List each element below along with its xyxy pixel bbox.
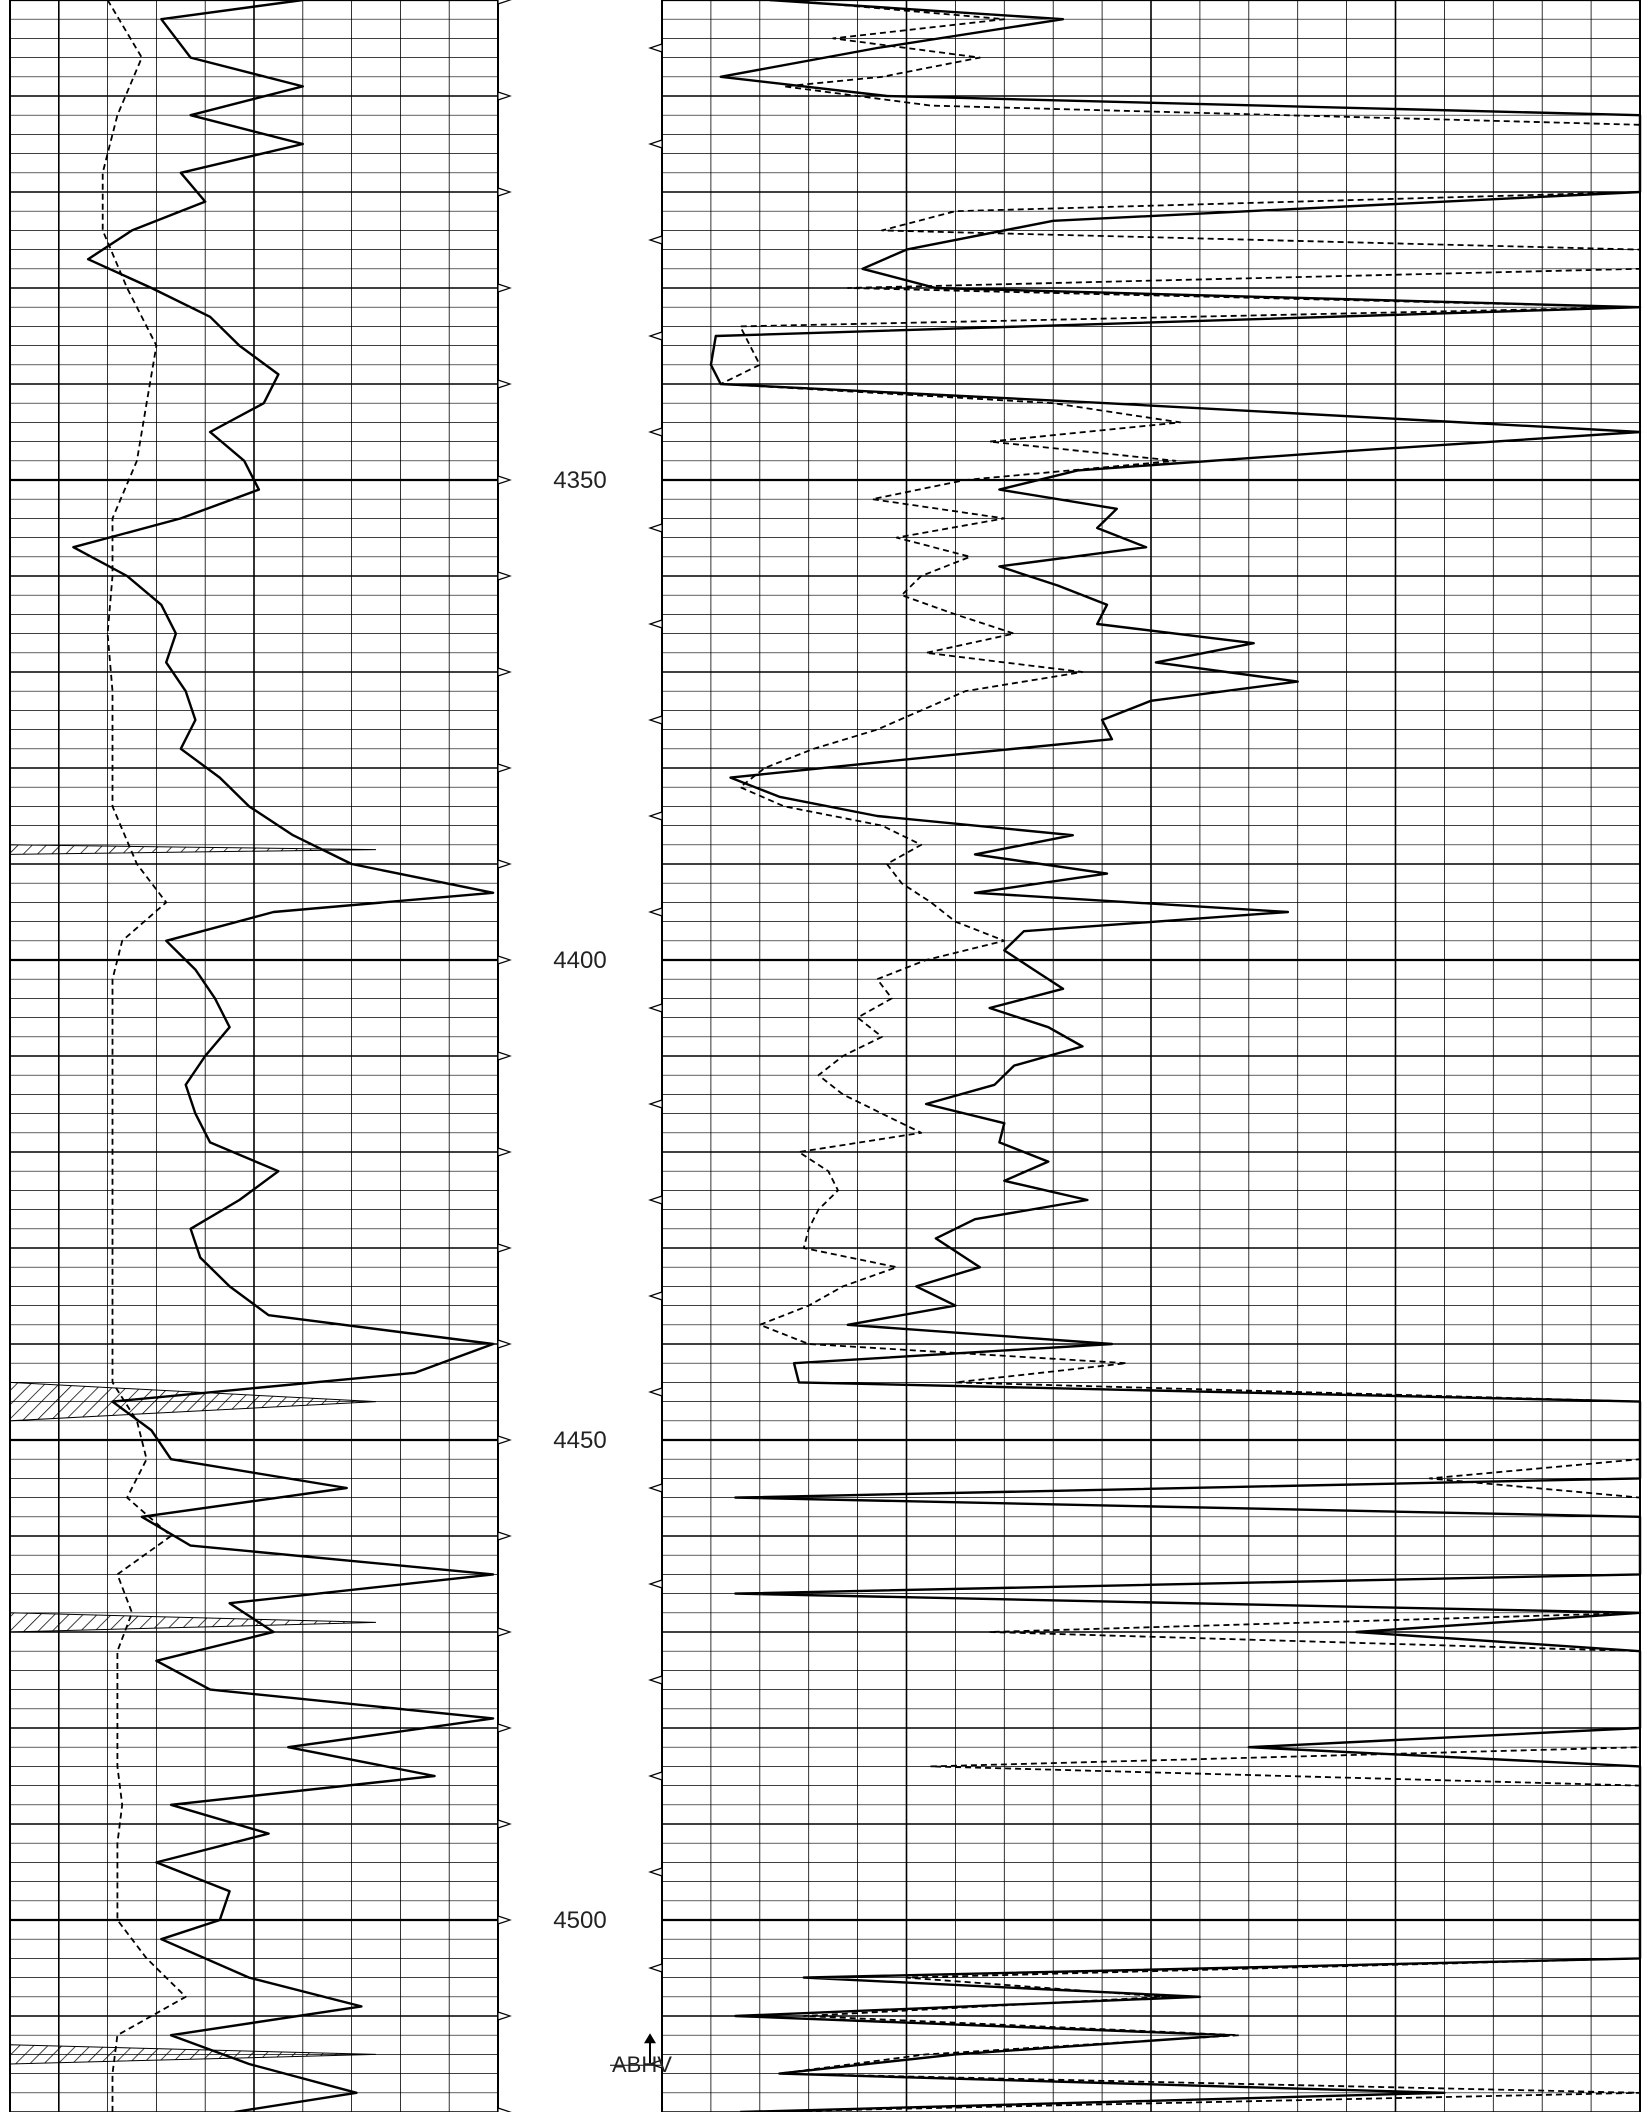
shaded-interval (9, 2044, 377, 2065)
left-track-dashed-curve (101, 0, 187, 2112)
log-curves (72, 0, 1642, 2112)
depth-tick-marker (497, 283, 512, 293)
annotation-arrowhead (644, 2033, 656, 2044)
depth-tick-marker (497, 1243, 512, 1253)
depth-tick-marker (648, 907, 663, 917)
depth-tick-marker (648, 43, 663, 53)
depth-tick-marker (497, 667, 512, 677)
annotations: ABHV (610, 2033, 672, 2077)
depth-tick-marker (497, 571, 512, 581)
depth-tick-marker (497, 475, 512, 485)
shaded-interval (9, 1381, 377, 1422)
depth-tick-marker (648, 1003, 663, 1013)
shaded-interval (9, 844, 377, 855)
depth-tick-marker (497, 379, 512, 389)
right-track-solid-curve (709, 0, 1642, 2112)
depth-tick-marker (648, 1867, 663, 1877)
depth-tick-marker (648, 619, 663, 629)
depth-tick-marker (497, 91, 512, 101)
depth-tick-marker (648, 523, 663, 533)
depth-tick-marker (648, 1771, 663, 1781)
depth-tick-marker (497, 763, 512, 773)
depth-tick-markers (497, 0, 663, 2112)
depth-tick-marker (497, 1723, 512, 1733)
depth-tick-marker (648, 1387, 663, 1397)
depth-tick-marker (497, 1435, 512, 1445)
depth-tick-marker (648, 811, 663, 821)
depth-tick-marker (648, 235, 663, 245)
depth-tick-marker (648, 1963, 663, 1973)
right-track-grid (661, 0, 1641, 2112)
depth-tick-marker (497, 955, 512, 965)
depth-tick-marker (497, 1147, 512, 1157)
depth-tick-marker (497, 1915, 512, 1925)
depth-tick-marker (497, 2011, 512, 2021)
depth-tick-marker (648, 1195, 663, 1205)
depth-tick-marker (648, 1099, 663, 1109)
depth-label: 4400 (553, 947, 606, 974)
depth-tick-marker (497, 1819, 512, 1829)
annotation-label: ABHV (612, 2052, 672, 2077)
depth-label: 4500 (553, 1907, 606, 1934)
depth-tick-marker (648, 1483, 663, 1493)
depth-tick-marker (497, 0, 512, 5)
depth-tick-marker (497, 1531, 512, 1541)
depth-label: 4350 (553, 467, 606, 494)
depth-tick-marker (497, 2107, 512, 2112)
depth-tick-marker (497, 187, 512, 197)
depth-tick-marker (648, 331, 663, 341)
depth-tick-marker (497, 1339, 512, 1349)
depth-tick-marker (648, 1675, 663, 1685)
depth-tick-marker (648, 1579, 663, 1589)
depth-labels: 4350 4400 4450 4500 (553, 467, 606, 1934)
depth-tick-marker (497, 859, 512, 869)
right-track-dashed-curve (719, 0, 1641, 2112)
depth-tick-marker (648, 715, 663, 725)
depth-label: 4450 (553, 1427, 606, 1454)
shaded-interval (9, 1612, 377, 1633)
depth-tick-marker (648, 1291, 663, 1301)
depth-tick-marker (648, 139, 663, 149)
depth-tick-marker (648, 2059, 663, 2069)
shaded-intervals (9, 844, 377, 2065)
left-track-solid-curve (72, 0, 495, 2112)
depth-tick-marker (497, 1051, 512, 1061)
depth-tick-marker (497, 1627, 512, 1637)
depth-tick-marker (648, 427, 663, 437)
